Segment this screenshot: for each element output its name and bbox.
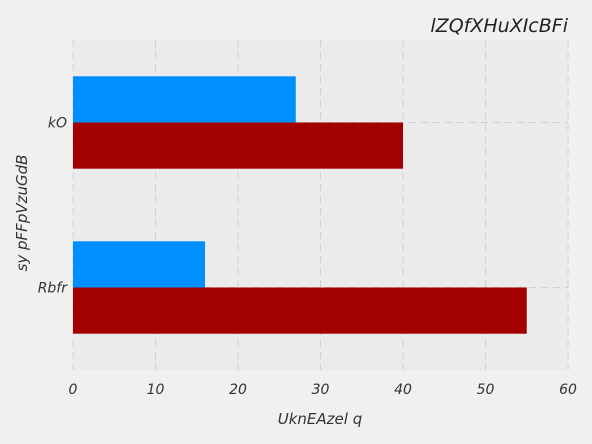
x-tick-label: 20 — [229, 382, 247, 398]
x-tick-label: 50 — [477, 382, 495, 398]
bar — [73, 241, 205, 288]
y-axis-title: sy pFFpVzuGdB — [13, 155, 31, 272]
bar — [73, 287, 527, 334]
x-tick-labels: 0 10 20 30 40 50 60 — [69, 382, 577, 398]
category-labels: kO Rbfr — [38, 116, 69, 297]
x-axis-title: UknEAzel q — [278, 410, 362, 428]
bar — [73, 122, 403, 169]
x-tick-label: 40 — [394, 382, 412, 398]
chart-title: lZQfXHuXIcBFi — [430, 15, 568, 37]
category-label: kO — [48, 116, 67, 132]
bar — [73, 76, 296, 123]
x-tick-label: 0 — [69, 382, 78, 398]
x-tick-label: 60 — [559, 382, 577, 398]
x-tick-label: 10 — [147, 382, 165, 398]
category-label: Rbfr — [38, 281, 69, 297]
x-tick-label: 30 — [312, 382, 330, 398]
bars — [73, 76, 527, 334]
